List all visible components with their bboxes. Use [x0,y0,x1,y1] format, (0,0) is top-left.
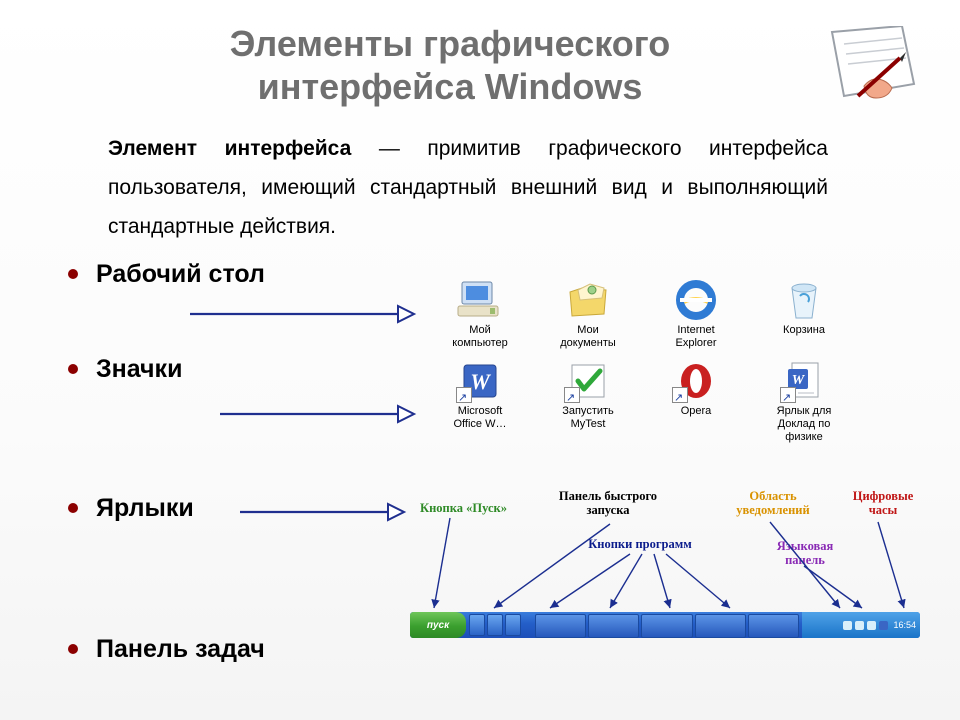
taskbar-app-button[interactable] [535,614,586,638]
taskbar: пуск 16:54 [410,612,920,638]
quick-launch-item[interactable] [487,614,503,636]
icon-label: Корзина [750,324,858,337]
taskbar-buttons [532,612,802,638]
definition-term: Элемент интерфейса [108,137,351,160]
tray-icon[interactable] [867,621,876,630]
tray-icon[interactable] [843,621,852,630]
slide: Элементы графического интерфейса Windows… [0,0,960,720]
bullet-desktop: Рабочий стол [68,260,265,289]
notepad-illustration [814,26,924,106]
icon-my-documents: Мои документы [534,278,642,349]
icon-internet-explorer: Internet Explorer [642,278,750,349]
taskbar-pointer-lines [410,500,920,620]
icon-label: Microsoft Office W… [426,405,534,430]
quick-launch-item[interactable] [505,614,521,636]
icon-label: Запустить MyTest [534,405,642,430]
icon-opera-shortcut: Opera [642,359,750,443]
word-icon: W [456,359,504,403]
bullet-taskbar: Панель задач [68,635,265,664]
icon-label: Opera [642,405,750,418]
word-doc-icon: W [780,359,828,403]
taskbar-illustration: пуск 16:54 [410,612,920,638]
definition-text: Элемент интерфейса — примитив графическо… [108,130,828,247]
definition-dash: — [351,137,400,160]
svg-text:W: W [470,369,491,394]
my-documents-icon [564,278,612,322]
icon-label: Internet Explorer [642,324,750,349]
quick-launch-item[interactable] [469,614,485,636]
opera-icon [672,359,720,403]
icon-mytest-shortcut: Запустить MyTest [534,359,642,443]
taskbar-app-button[interactable] [748,614,799,638]
icon-label: Мои документы [534,324,642,349]
page-title: Элементы графического интерфейса Windows [120,22,780,108]
icon-label: Мой компьютер [426,324,534,349]
svg-text:W: W [792,373,806,388]
recycle-bin-icon [780,278,828,322]
tray-lang-icon[interactable] [879,621,888,630]
icon-grid: Мой компьютер Мои документы Internet E [426,278,876,453]
system-tray: 16:54 [802,612,920,638]
bullet-shortcuts: Ярлыки [68,494,265,523]
tray-clock: 16:54 [893,620,916,630]
quick-launch [466,612,532,638]
icon-recycle-bin: Корзина [750,278,858,349]
arrow-to-shortcuts [220,400,420,430]
start-button[interactable]: пуск [410,612,466,638]
icon-label: Ярлык для Доклад по физике [750,405,858,443]
icon-word-shortcut: W Microsoft Office W… [426,359,534,443]
icon-my-computer: Мой компьютер [426,278,534,349]
taskbar-app-button[interactable] [588,614,639,638]
ie-icon [672,278,720,322]
taskbar-app-button[interactable] [641,614,692,638]
arrow-to-icons [190,300,420,330]
taskbar-app-button[interactable] [695,614,746,638]
mytest-icon [564,359,612,403]
my-computer-icon [456,278,504,322]
bullet-icons: Значки [68,355,265,384]
icon-doc-shortcut: W Ярлык для Доклад по физике [750,359,858,443]
arrow-to-taskbar [240,498,410,528]
tray-icon[interactable] [855,621,864,630]
